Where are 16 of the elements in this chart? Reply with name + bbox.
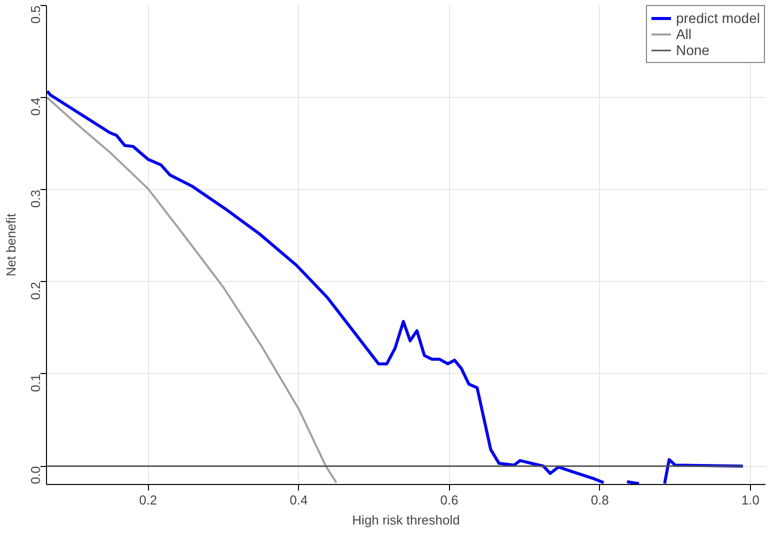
x-axis-title: High risk threshold [352, 512, 460, 528]
y-tick-label: 0.3 [28, 190, 43, 208]
x-tick-label: 0.2 [139, 492, 158, 508]
y-tick-label: 0.1 [28, 374, 43, 392]
legend-label: All [676, 26, 693, 42]
y-tick-label: 0.4 [28, 98, 43, 116]
y-tick-label: 0.5 [28, 5, 43, 24]
x-tick-label: 0.4 [290, 492, 308, 508]
x-tick-label: 0.6 [440, 492, 458, 508]
y-tick-label: 0.2 [28, 282, 43, 300]
y-tick-label: 0.0 [28, 466, 43, 484]
x-tick-label: 1.0 [741, 492, 760, 508]
y-axis-title: Net benefit [4, 213, 18, 276]
legend-label: predict model [676, 10, 760, 26]
x-tick-label: 0.8 [590, 492, 609, 508]
legend-label: None [676, 42, 710, 58]
